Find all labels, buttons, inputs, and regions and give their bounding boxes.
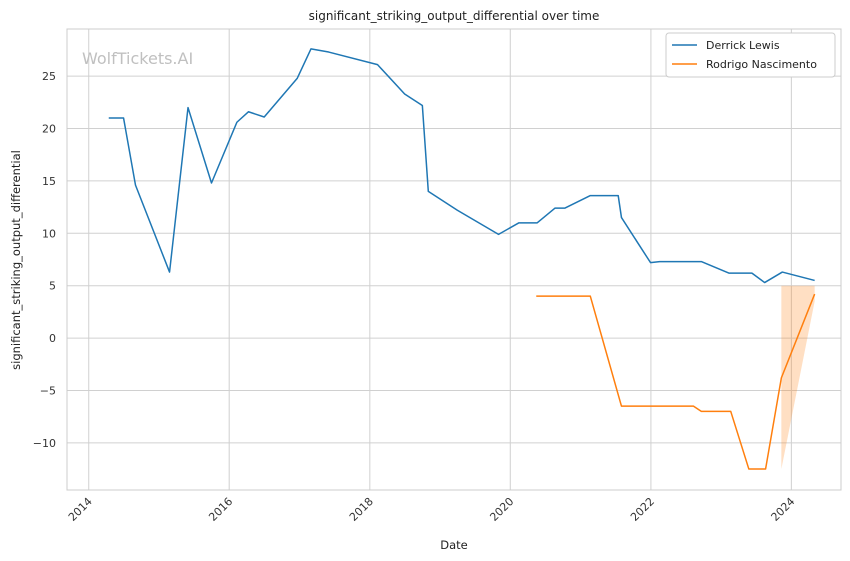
- legend: Derrick Lewis Rodrigo Nascimento: [665, 32, 836, 78]
- x-tick-label: 2022: [628, 495, 657, 524]
- chart-title: significant_striking_output_differential…: [309, 9, 600, 23]
- x-tick-label: 2024: [768, 495, 797, 524]
- x-axis-label: Date: [440, 538, 468, 552]
- y-tick-label: 10: [42, 227, 56, 240]
- x-tick-labels: 2014 2016 2018 2020 2022 2024: [66, 495, 798, 524]
- x-tick-label: 2016: [206, 495, 235, 524]
- y-axis-label: significant_striking_output_differential: [9, 150, 23, 370]
- y-tick-label: 0: [49, 332, 56, 345]
- y-tick-labels: −10 −5 0 5 10 15 20 25: [33, 70, 56, 450]
- legend-box: [665, 32, 836, 78]
- legend-label-0: Derrick Lewis: [706, 39, 780, 52]
- y-tick-label: 25: [42, 70, 56, 83]
- confidence-bands: [781, 285, 815, 470]
- watermark: WolfTickets.AI: [82, 49, 193, 68]
- x-tick-label: 2014: [66, 495, 95, 524]
- y-tick-label: 20: [42, 123, 56, 136]
- series-line-0: [108, 48, 815, 284]
- legend-label-1: Rodrigo Nascimento: [706, 58, 817, 71]
- plot-background: [67, 29, 841, 490]
- series-lines: [108, 48, 816, 470]
- plot-frame: [66, 28, 842, 491]
- series-line-1: [536, 293, 816, 470]
- y-tick-label: 15: [42, 175, 56, 188]
- x-tick-label: 2018: [347, 495, 376, 524]
- y-tick-label: 5: [49, 280, 56, 293]
- y-tick-label: −5: [40, 384, 56, 397]
- y-tick-label: −10: [33, 437, 56, 450]
- series-band-1: [781, 285, 815, 470]
- x-tick-label: 2020: [487, 495, 516, 524]
